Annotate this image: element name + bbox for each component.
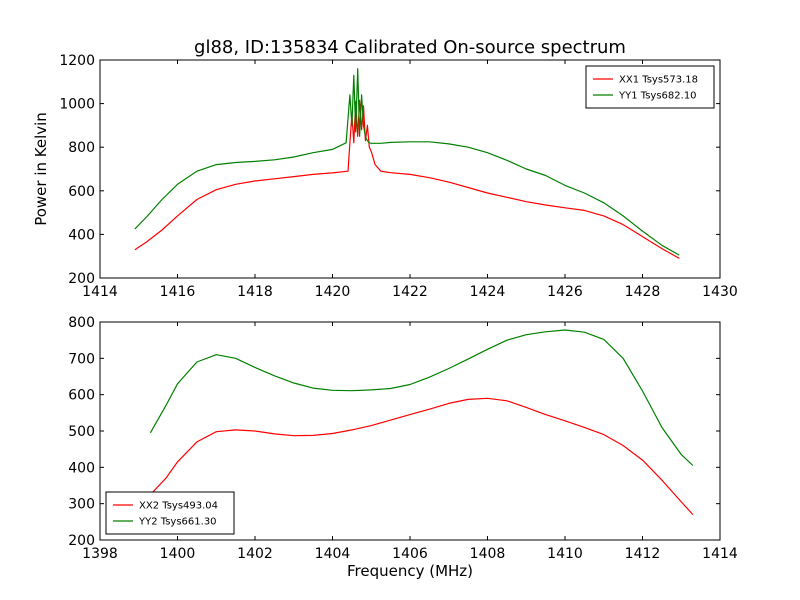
series-lines [149, 329, 694, 516]
x-tick-label: 1400 [160, 546, 196, 562]
x-tick-label: 1406 [392, 546, 428, 562]
y-tick-label: 200 [68, 271, 95, 287]
figure-title: gl88, ID:135834 Calibrated On-source spe… [194, 37, 626, 58]
x-axis-label: Frequency (MHz) [347, 562, 473, 580]
x-tick-label: 1428 [625, 284, 661, 300]
y-tick-label: 400 [68, 460, 95, 476]
legend: XX1 Tsys573.18 YY1 Tsys682.10 [585, 65, 715, 109]
x-tick-label: 1398 [82, 546, 118, 562]
y-tick-label: 700 [68, 351, 95, 367]
series-line-0-0 [134, 99, 680, 259]
legend-box [585, 65, 715, 109]
x-tick-label: 1430 [702, 284, 738, 300]
top-plot: 1414 1416 1418 1420 1422 1424 1426 1428 1430 200 4… [32, 53, 738, 300]
y-tick-label: 600 [68, 184, 95, 200]
series-line-1-0 [149, 397, 694, 516]
legend-label: XX1 Tsys573.18 [619, 75, 698, 86]
legend-label: YY2 Tsys661.30 [138, 517, 217, 528]
bottom-plot: 1398 1400 1402 1404 1406 1408 1410 1412 1414 200 3… [68, 315, 738, 580]
y-tick-label: 800 [68, 140, 95, 156]
y-tick-label: 1200 [59, 53, 95, 69]
x-tick-label: 1410 [547, 546, 583, 562]
y-tick-label: 1000 [59, 97, 95, 113]
series-line-1-1 [149, 329, 694, 466]
y-tick-label: 600 [68, 388, 95, 404]
legend-box [105, 491, 235, 535]
legend-label: YY1 Tsys682.10 [618, 91, 697, 102]
y-tick-label: 800 [68, 315, 95, 331]
legend: XX2 Tsys493.04 YY2 Tsys661.30 [105, 491, 235, 535]
x-tick-label: 1424 [470, 284, 506, 300]
x-tick-label: 1418 [237, 284, 273, 300]
x-tick-label: 1414 [702, 546, 738, 562]
y-axis-label: Power in Kelvin [32, 112, 50, 226]
y-tick-label: 200 [68, 533, 95, 549]
y-tick-label: 300 [68, 497, 95, 513]
x-tick-label: 1420 [315, 284, 351, 300]
y-tick-label: 400 [68, 227, 95, 243]
series-line-0-1 [134, 68, 680, 256]
x-tick-label: 1402 [237, 546, 273, 562]
x-tick-label: 1416 [160, 284, 196, 300]
x-tick-label: 1422 [392, 284, 428, 300]
x-tick-label: 1404 [315, 546, 351, 562]
series-lines [134, 68, 680, 259]
x-tick-label: 1408 [470, 546, 506, 562]
x-tick-label: 1414 [82, 284, 118, 300]
legend-label: XX2 Tsys493.04 [139, 501, 218, 512]
y-tick-label: 500 [68, 424, 95, 440]
x-tick-label: 1412 [625, 546, 661, 562]
x-tick-label: 1426 [547, 284, 583, 300]
